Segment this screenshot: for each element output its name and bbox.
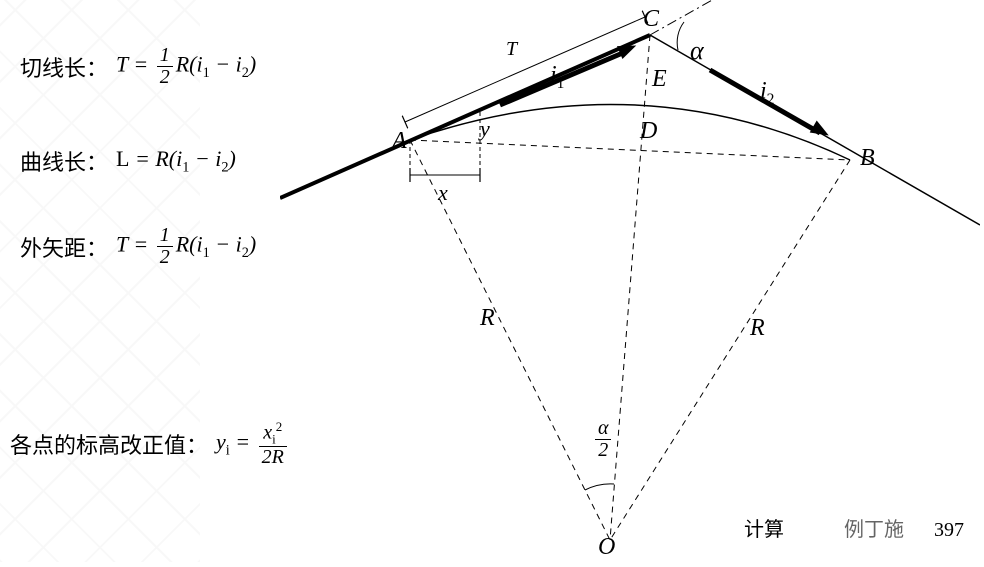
frac-half-2: 1 2: [157, 225, 173, 268]
radius-OB: [610, 160, 850, 540]
label-i2: i2: [760, 78, 774, 109]
label-O: O: [598, 534, 615, 561]
formula-external-math: T = 1 2 R(i1 − i2): [116, 225, 256, 268]
formula-external: 外矢距： T = 1 2 R(i1 − i2): [20, 225, 256, 268]
footer-calc: 计算: [744, 513, 784, 542]
label-x: x: [438, 180, 448, 206]
label-alpha-half: α 2: [592, 418, 615, 461]
label-B: B: [860, 145, 875, 172]
label-E: E: [652, 66, 667, 93]
label-i1: i1: [550, 62, 564, 93]
diagram-svg: [280, 0, 980, 562]
label-R2: R: [750, 315, 765, 342]
dim-T: [405, 17, 645, 122]
line-AC-tangent: [280, 35, 650, 198]
formula-curve-label: 曲线长：: [20, 145, 108, 177]
formula-correction-math: yi = xi2 2R: [216, 420, 290, 468]
label-A: A: [392, 128, 407, 155]
label-C: C: [643, 6, 659, 33]
footer-page: 397: [934, 519, 964, 542]
line-AC-ext: [650, 0, 730, 35]
chord-AB: [410, 140, 850, 160]
formula-correction-label: 各点的标高改正值：: [10, 428, 208, 460]
formula-correction: 各点的标高改正值： yi = xi2 2R: [10, 420, 290, 468]
footer-example: 例丁施: [844, 513, 904, 542]
angle-alpha-half: [585, 484, 614, 490]
formula-curve: 曲线长： L = R(i1 − i2): [20, 145, 236, 177]
label-alpha: α: [690, 36, 704, 66]
angle-alpha: [677, 22, 684, 50]
formula-tangent: 切线长： T = 1 2 R(i1 − i2): [20, 45, 256, 88]
formula-tangent-math: T = 1 2 R(i1 − i2): [116, 45, 256, 88]
formula-external-label: 外矢距：: [20, 231, 108, 263]
label-D: D: [640, 118, 657, 145]
frac-half-1: 1 2: [157, 45, 173, 88]
line-OC: [610, 35, 650, 540]
formula-tangent-label: 切线长：: [20, 51, 108, 83]
geometry-diagram: A B C D E O x y T i1 i2 R R α α 2: [280, 0, 980, 562]
label-T: T: [506, 38, 517, 61]
label-R1: R: [480, 305, 495, 332]
label-y: y: [480, 116, 490, 142]
formula-curve-math: L = R(i1 − i2): [116, 146, 236, 176]
